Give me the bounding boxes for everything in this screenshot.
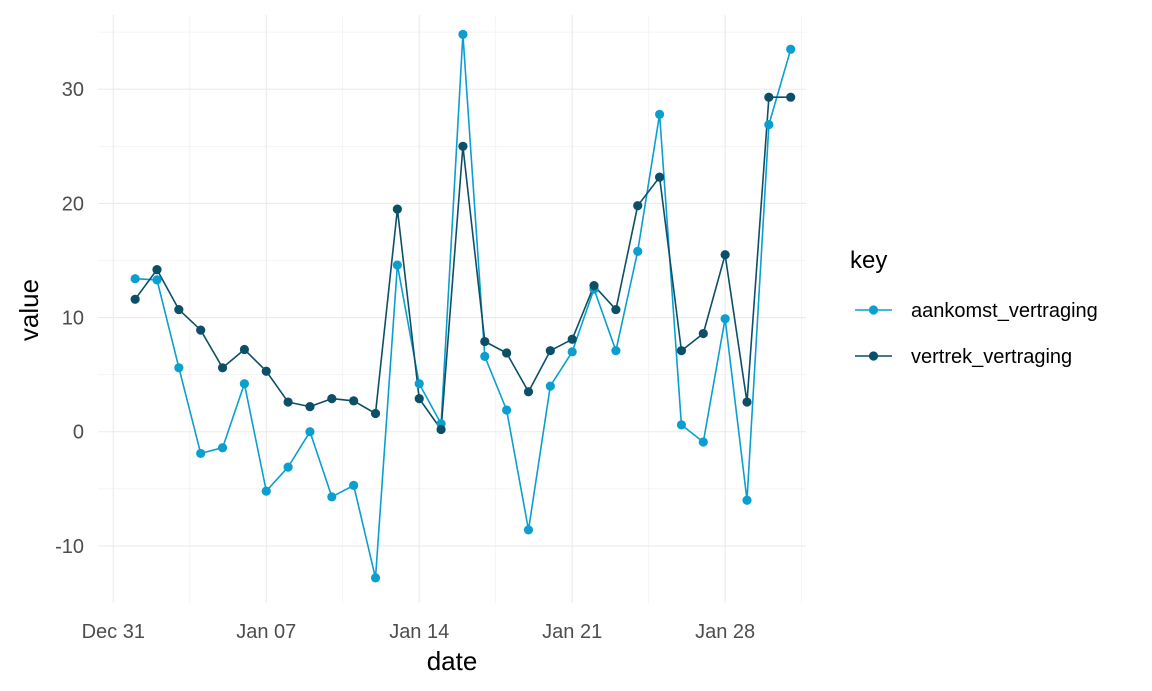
- data-point-vertrek_vertraging: [458, 141, 468, 151]
- legend-key-point: [868, 305, 879, 315]
- data-point-aankomst_vertraging: [261, 486, 271, 496]
- data-point-aankomst_vertraging: [349, 480, 359, 490]
- data-point-aankomst_vertraging: [567, 347, 577, 357]
- tick-labels: -10 0 10 20 30 Dec 31 Jan 07 Jan 14 Jan 21 Jan 28: [55, 79, 755, 643]
- legend-label: aankomst_vertraging: [911, 300, 1098, 322]
- x-tick-label: Jan 21: [542, 621, 602, 643]
- data-point-aankomst_vertraging: [174, 363, 184, 373]
- data-point-vertrek_vertraging: [589, 280, 599, 291]
- data-point-vertrek_vertraging: [305, 402, 315, 412]
- data-point-vertrek_vertraging: [764, 92, 774, 102]
- data-point-vertrek_vertraging: [436, 424, 446, 435]
- data-point-aankomst_vertraging: [130, 274, 140, 284]
- series-layer: [130, 29, 796, 583]
- data-point-aankomst_vertraging: [633, 246, 643, 256]
- data-point-aankomst_vertraging: [742, 495, 752, 505]
- data-point-vertrek_vertraging: [567, 334, 577, 344]
- y-axis-title: value: [14, 279, 44, 341]
- data-point-aankomst_vertraging: [414, 379, 424, 389]
- data-point-aankomst_vertraging: [502, 405, 512, 415]
- data-point-vertrek_vertraging: [174, 304, 184, 315]
- data-point-vertrek_vertraging: [786, 92, 796, 102]
- major-gridlines: [98, 15, 806, 603]
- data-point-vertrek_vertraging: [152, 265, 162, 275]
- data-point-vertrek_vertraging: [130, 294, 140, 304]
- y-tick-label: 20: [62, 193, 84, 215]
- data-point-aankomst_vertraging: [698, 437, 708, 447]
- data-point-vertrek_vertraging: [676, 346, 687, 356]
- data-point-aankomst_vertraging: [152, 275, 162, 285]
- x-tick-label: Jan 14: [389, 621, 449, 643]
- data-point-aankomst_vertraging: [217, 443, 228, 453]
- data-point-aankomst_vertraging: [786, 44, 796, 54]
- data-point-vertrek_vertraging: [349, 396, 359, 406]
- data-point-vertrek_vertraging: [698, 328, 708, 339]
- data-point-vertrek_vertraging: [196, 325, 206, 335]
- data-point-aankomst_vertraging: [239, 379, 250, 389]
- data-point-aankomst_vertraging: [458, 29, 468, 40]
- y-tick-label: 30: [62, 79, 84, 101]
- legend-label: vertrek_vertraging: [911, 346, 1072, 368]
- data-point-aankomst_vertraging: [196, 448, 206, 459]
- x-tick-label: Dec 31: [82, 621, 145, 643]
- data-point-aankomst_vertraging: [654, 109, 665, 119]
- data-point-vertrek_vertraging: [633, 201, 643, 211]
- data-point-aankomst_vertraging: [676, 420, 687, 430]
- minor-gridlines: [98, 15, 806, 603]
- x-axis-title: date: [427, 646, 478, 676]
- data-point-aankomst_vertraging: [283, 462, 293, 472]
- y-tick-label: 10: [62, 308, 84, 330]
- legend-key-point: [868, 351, 879, 361]
- data-point-aankomst_vertraging: [305, 427, 315, 437]
- y-tick-label: 0: [73, 422, 84, 444]
- data-point-aankomst_vertraging: [392, 260, 402, 270]
- data-point-aankomst_vertraging: [720, 314, 730, 324]
- data-point-vertrek_vertraging: [392, 204, 402, 214]
- data-point-vertrek_vertraging: [327, 394, 337, 404]
- data-point-vertrek_vertraging: [654, 172, 665, 182]
- x-tick-label: Jan 28: [695, 621, 755, 643]
- series-line-aankomst_vertraging: [135, 33, 792, 579]
- legend: key aankomst_vertraging vertrek_vertragin…: [850, 247, 1098, 368]
- data-point-aankomst_vertraging: [480, 351, 490, 361]
- data-point-vertrek_vertraging: [414, 394, 424, 404]
- legend-title: key: [850, 247, 887, 274]
- data-point-aankomst_vertraging: [327, 492, 337, 502]
- data-point-aankomst_vertraging: [370, 573, 381, 583]
- data-point-vertrek_vertraging: [283, 397, 293, 407]
- data-point-aankomst_vertraging: [523, 525, 534, 535]
- data-point-vertrek_vertraging: [742, 397, 752, 407]
- data-point-vertrek_vertraging: [370, 408, 381, 419]
- data-point-vertrek_vertraging: [239, 344, 250, 355]
- data-point-vertrek_vertraging: [480, 336, 490, 347]
- legend-items: aankomst_vertraging vertrek_vertraging: [855, 300, 1098, 368]
- data-point-vertrek_vertraging: [720, 250, 730, 260]
- data-point-vertrek_vertraging: [217, 363, 228, 373]
- data-point-vertrek_vertraging: [502, 348, 512, 358]
- data-point-vertrek_vertraging: [523, 387, 534, 397]
- data-point-vertrek_vertraging: [611, 304, 621, 315]
- y-tick-label: -10: [55, 536, 84, 558]
- data-point-vertrek_vertraging: [261, 366, 271, 376]
- data-point-aankomst_vertraging: [611, 346, 621, 356]
- data-point-aankomst_vertraging: [545, 381, 555, 391]
- data-point-aankomst_vertraging: [764, 120, 774, 130]
- data-point-vertrek_vertraging: [545, 346, 555, 356]
- x-tick-label: Jan 07: [236, 621, 296, 643]
